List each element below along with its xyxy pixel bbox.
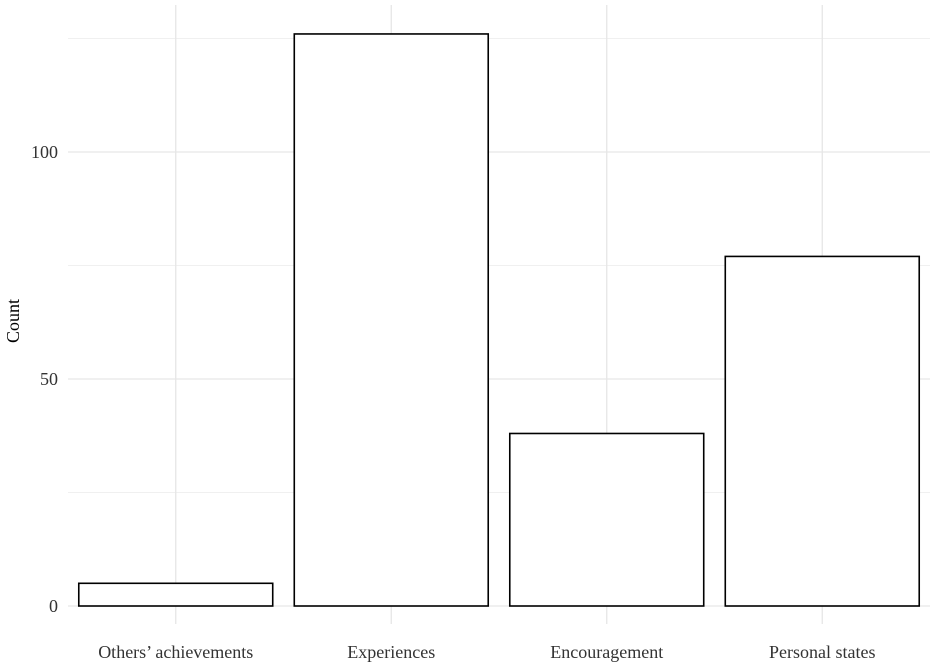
bar (293, 33, 490, 607)
bar (508, 432, 705, 607)
y-tick-label: 0 (49, 596, 58, 616)
x-tick-label: Others’ achievements (98, 642, 253, 662)
bar (77, 582, 274, 607)
y-axis-title: Count (3, 299, 23, 343)
y-tick-labels: 0 50 100 (31, 142, 58, 616)
x-tick-label: Encouragement (550, 642, 663, 662)
y-tick-label: 50 (40, 369, 58, 389)
bar (724, 255, 921, 607)
x-tick-labels: Others’ achievements Experiences Encourage… (98, 642, 875, 662)
bars (77, 33, 921, 607)
y-tick-label: 100 (31, 142, 58, 162)
x-tick-label: Personal states (769, 642, 875, 662)
x-tick-label: Experiences (347, 642, 435, 662)
